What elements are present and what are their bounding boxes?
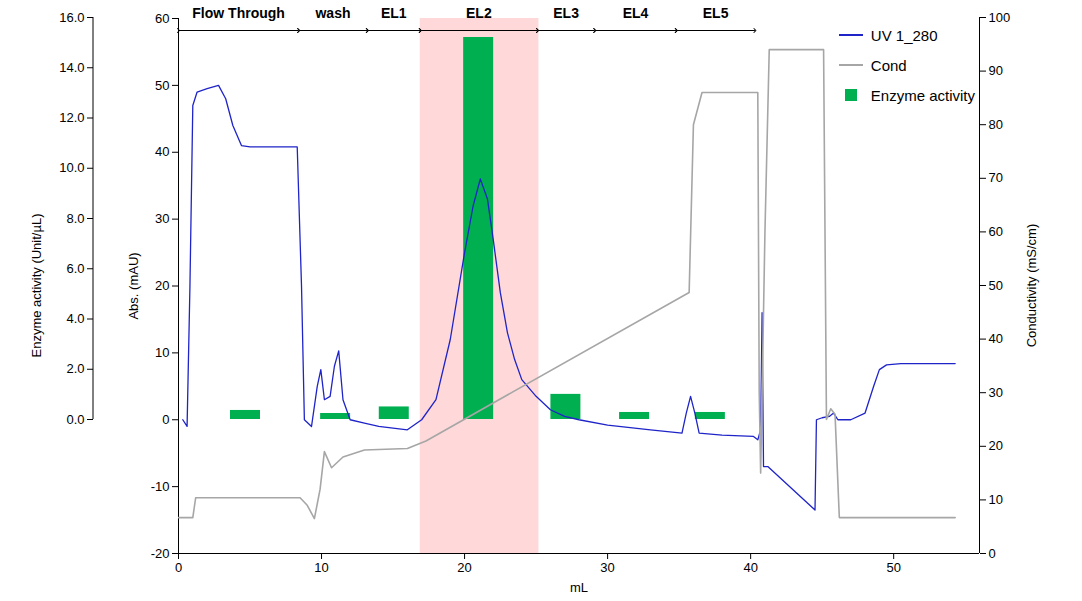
html-text:UV 1_280: UV 1_280 — [870, 26, 938, 44]
svg-text:-20: -20 — [151, 546, 170, 561]
svg-text:Enzyme activity (Unit/µL): Enzyme activity (Unit/µL) — [29, 213, 44, 357]
svg-text:2.0: 2.0 — [66, 361, 84, 376]
svg-text:40: 40 — [155, 144, 169, 159]
svg-text:EL3: EL3 — [553, 5, 579, 21]
svg-text:0: 0 — [989, 546, 996, 561]
svg-text:Flow Through: Flow Through — [192, 5, 285, 21]
svg-text:16.0: 16.0 — [59, 10, 84, 25]
svg-text:0.0: 0.0 — [66, 412, 84, 427]
svg-text:10: 10 — [989, 492, 1003, 507]
svg-text:50: 50 — [886, 560, 900, 575]
svg-text:EL4: EL4 — [623, 5, 649, 21]
svg-text:30: 30 — [155, 211, 169, 226]
svg-text:wash: wash — [314, 5, 350, 21]
svg-text:60: 60 — [155, 11, 169, 26]
svg-text:10: 10 — [314, 560, 328, 575]
svg-text:Conductivity (mS/cm): Conductivity (mS/cm) — [1024, 224, 1039, 348]
svg-text:mL: mL — [570, 580, 588, 595]
svg-text:40: 40 — [989, 331, 1003, 346]
svg-text:90: 90 — [989, 63, 1003, 78]
svg-text:14.0: 14.0 — [59, 60, 84, 75]
svg-text:8.0: 8.0 — [66, 211, 84, 226]
svg-text:10: 10 — [155, 345, 169, 360]
svg-text:EL1: EL1 — [381, 5, 407, 21]
svg-text:50: 50 — [155, 78, 169, 93]
html-text:Enzyme activity: Enzyme activity — [870, 86, 975, 104]
svg-text:EL2: EL2 — [466, 5, 492, 21]
svg-text:20: 20 — [457, 560, 471, 575]
svg-text:6.0: 6.0 — [66, 261, 84, 276]
svg-text:50: 50 — [989, 278, 1003, 293]
svg-text:0: 0 — [175, 560, 182, 575]
svg-text:60: 60 — [989, 224, 1003, 239]
svg-text:80: 80 — [989, 117, 1003, 132]
svg-text:20: 20 — [155, 278, 169, 293]
svg-text:100: 100 — [989, 10, 1011, 25]
svg-text:30: 30 — [989, 385, 1003, 400]
svg-text:0: 0 — [162, 412, 169, 427]
svg-text:-10: -10 — [151, 479, 170, 494]
svg-text:10.0: 10.0 — [59, 160, 84, 175]
svg-text:Abs. (mAU): Abs. (mAU) — [126, 252, 141, 319]
svg-text:4.0: 4.0 — [66, 311, 84, 326]
svg-text:40: 40 — [743, 560, 757, 575]
svg-text:70: 70 — [989, 170, 1003, 185]
svg-text:12.0: 12.0 — [59, 110, 84, 125]
svg-text:30: 30 — [600, 560, 614, 575]
svg-text:EL5: EL5 — [703, 5, 729, 21]
html-text:Cond: Cond — [870, 56, 907, 74]
svg-text:20: 20 — [989, 438, 1003, 453]
